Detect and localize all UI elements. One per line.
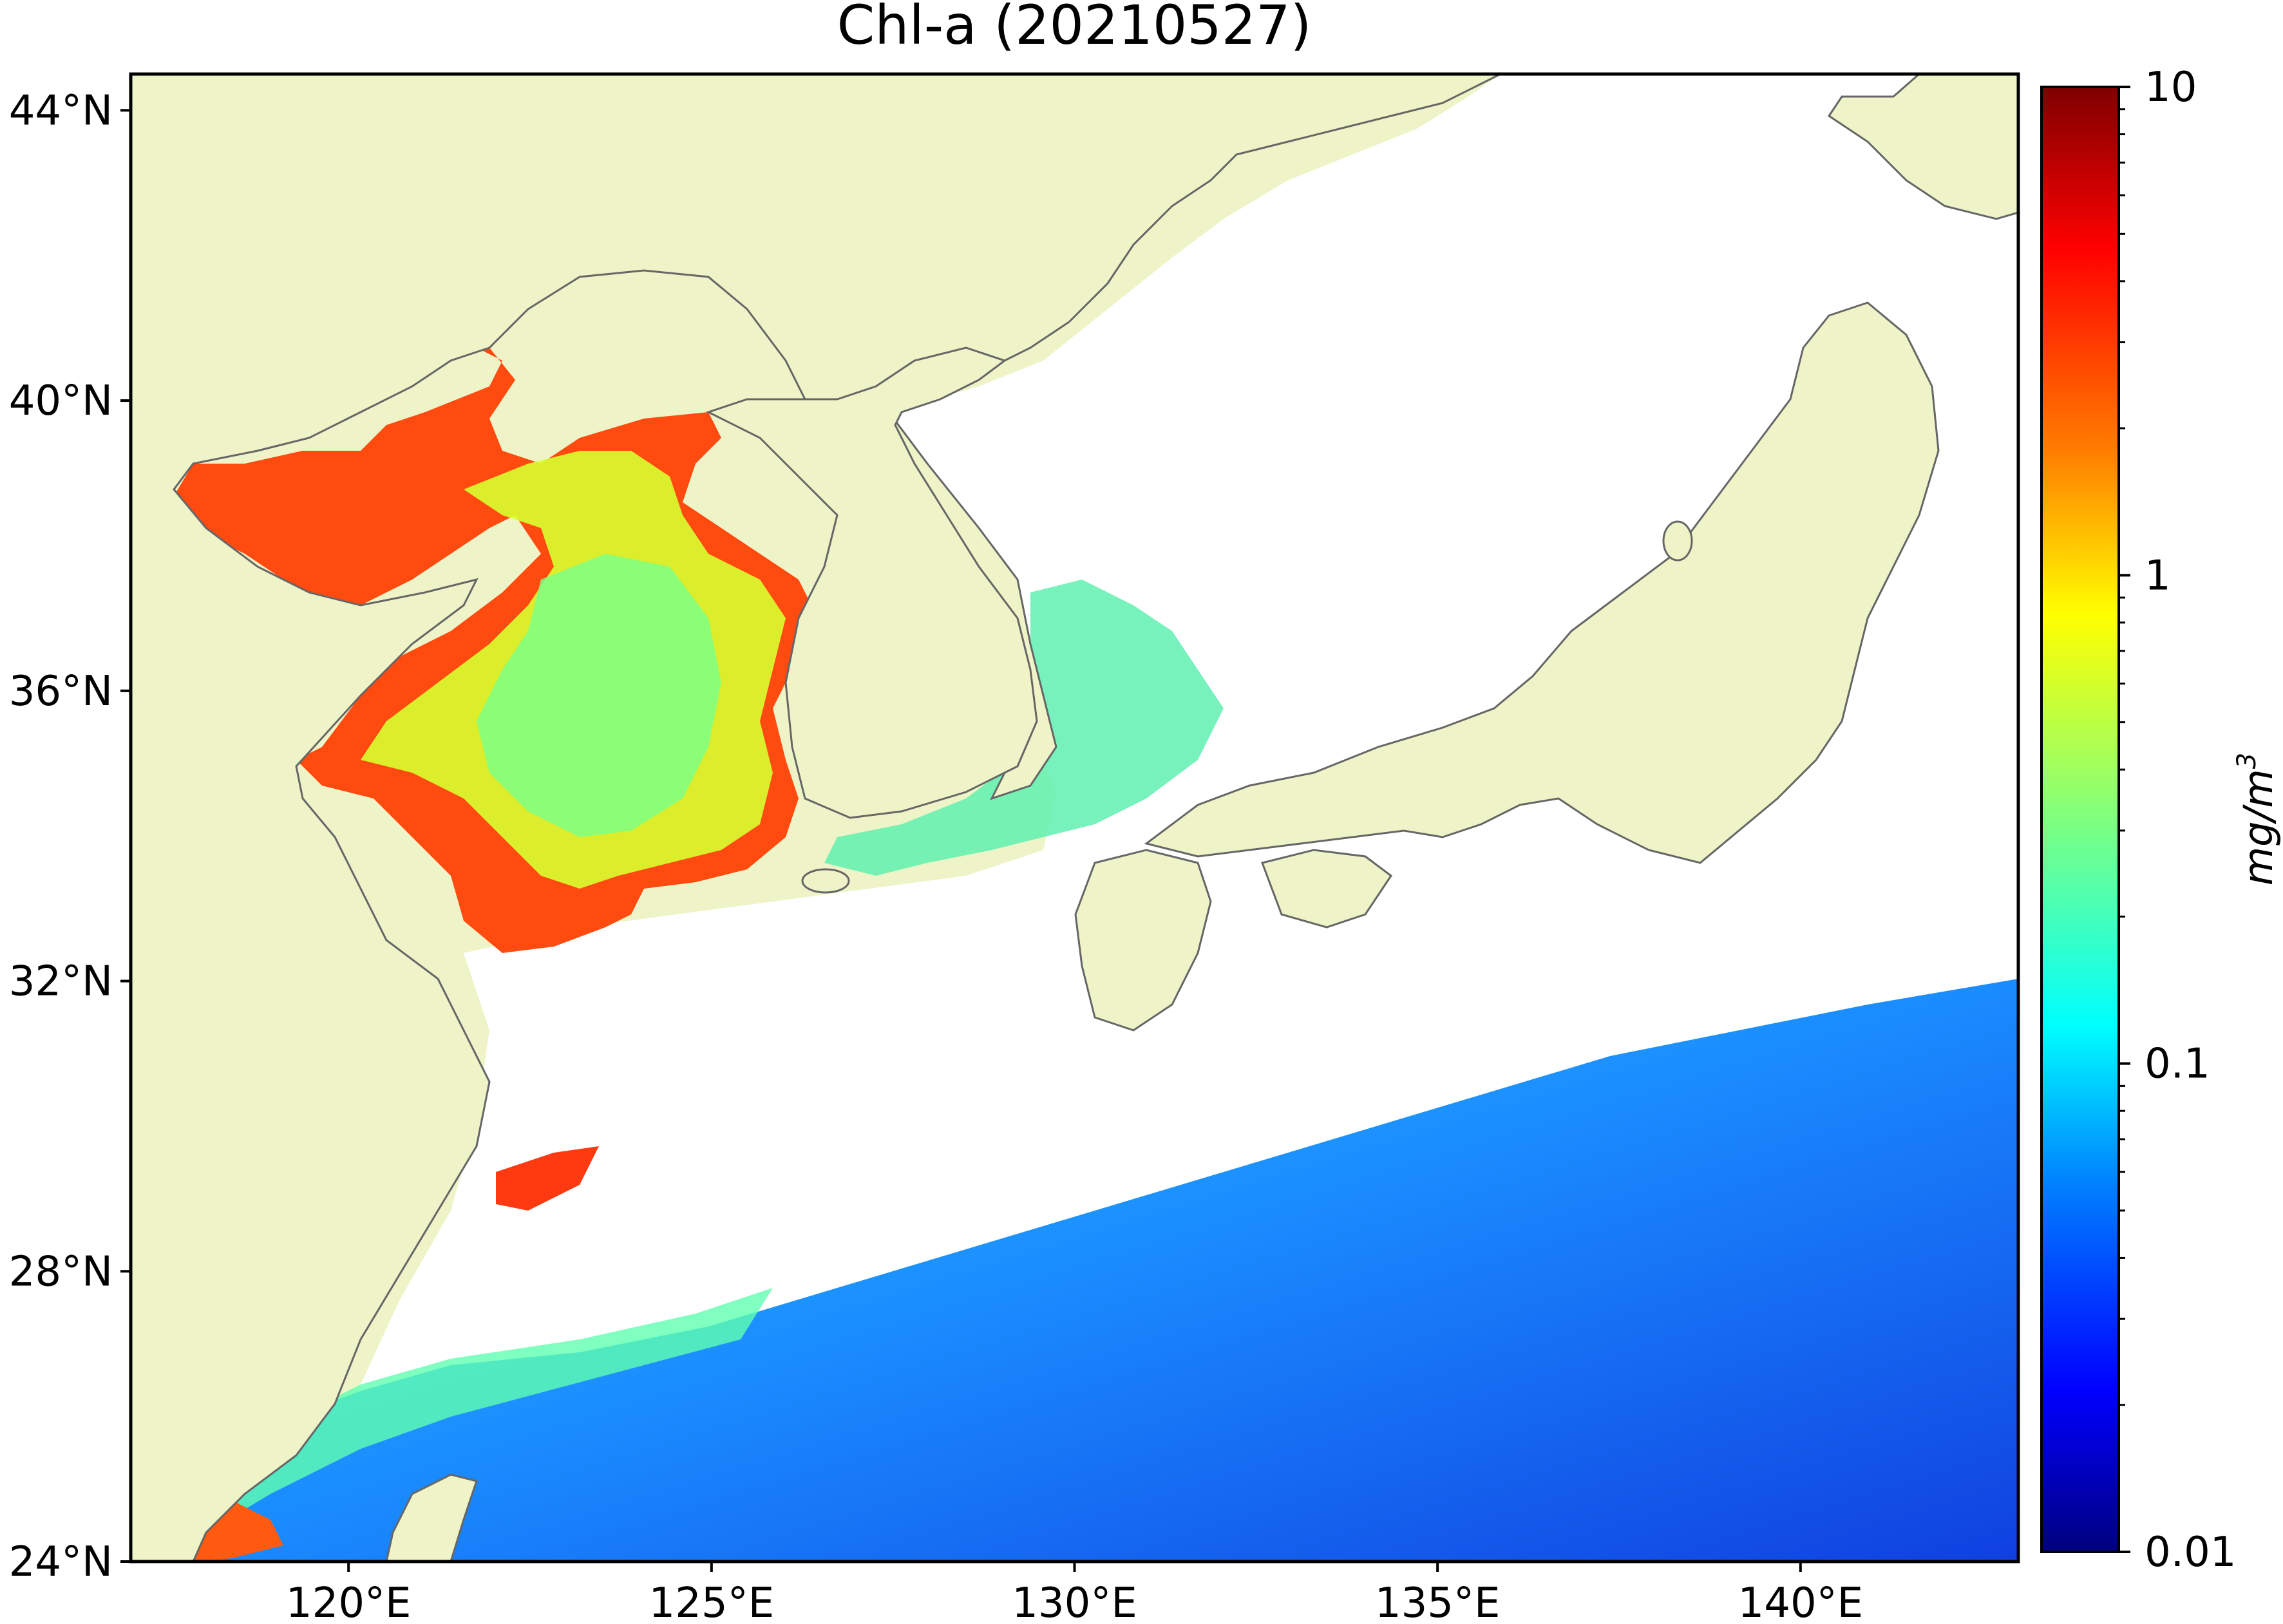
lat-tick-label: 28°N — [9, 1248, 113, 1296]
japan-honshu — [1144, 301, 1940, 864]
lon-tick-label: 120°E — [286, 1580, 412, 1624]
sado-island — [1662, 520, 1693, 562]
colorbar-tick-label: 0.1 — [2145, 1041, 2210, 1088]
lat-tick-label: 32°N — [9, 958, 113, 1006]
pacific-coastal-chl — [193, 1288, 773, 1533]
latitude-ticks: 44°N 40°N 36°N 32°N 28°N 24°N — [9, 87, 131, 1586]
yellow-sea-core-chl — [477, 554, 721, 837]
lat-tick-label: 44°N — [9, 87, 113, 135]
colorbar-tick-label: 0.01 — [2145, 1529, 2237, 1576]
lon-tick-label: 125°E — [649, 1580, 775, 1624]
lat-tick-label: 24°N — [9, 1538, 113, 1586]
colorbar-tick-label: 1 — [2145, 552, 2171, 600]
lon-tick-label: 135°E — [1375, 1580, 1501, 1624]
korea-strait-chl — [824, 580, 1224, 876]
zhejiang-coast-chl — [496, 1146, 599, 1211]
map-panel — [131, 74, 2018, 1562]
colorbar-tick-label: 10 — [2145, 64, 2197, 111]
japan-shikoku — [1261, 849, 1393, 929]
china-mainland — [131, 74, 1501, 1562]
map-title: Chl-a (20210527) — [837, 0, 1312, 57]
jeju-island — [801, 868, 850, 894]
colorbar-unit-label: mg/m3 — [2232, 753, 2282, 886]
lon-tick-label: 140°E — [1738, 1580, 1864, 1624]
pacific-low-chl — [131, 979, 2018, 1562]
korean-peninsula — [706, 346, 1038, 819]
taiwan-island — [385, 1473, 478, 1562]
colorbar-scale — [2040, 86, 2120, 1553]
longitude-ticks: 120°E 125°E 130°E 135°E 140°E — [286, 1562, 1863, 1624]
japan-kyushu — [1074, 849, 1212, 1032]
lat-tick-label: 36°N — [9, 668, 113, 715]
colorbar-ticks: 10 1 0.1 0.01 — [2119, 64, 2237, 1576]
lat-tick-label: 40°N — [9, 377, 113, 425]
japan-hokkaido — [1827, 74, 2018, 220]
lon-tick-label: 130°E — [1012, 1580, 1137, 1624]
